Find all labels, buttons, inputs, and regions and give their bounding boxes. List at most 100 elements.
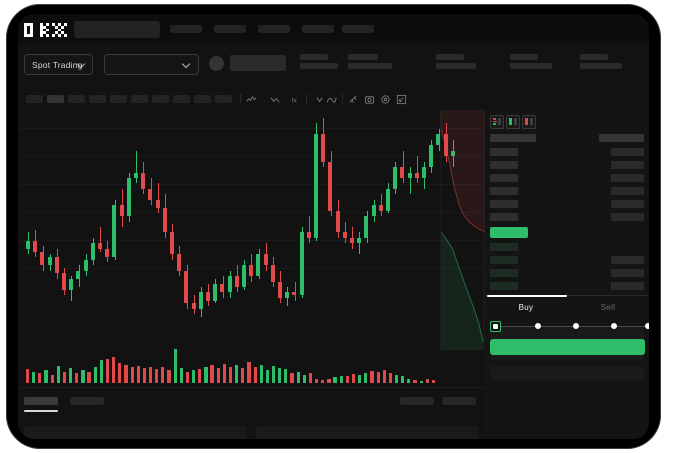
timeframe-1[interactable] [26,95,43,103]
nav-item-2[interactable] [214,25,246,33]
bottom-panel-right[interactable] [256,426,478,439]
timeframe-3[interactable] [68,95,85,103]
volume-bar [38,373,42,383]
candlestick [342,110,350,325]
candlestick [234,110,242,325]
trendline-icon[interactable] [326,94,337,105]
candle-body [422,167,427,178]
chart-toolbar: fx [18,88,649,111]
orderbook-bid-price[interactable] [490,243,518,251]
tab-order-history[interactable] [70,397,104,405]
okx-logo[interactable] [24,23,68,37]
timeframe-4[interactable] [89,95,106,103]
candlestick [436,110,443,325]
orderbook-ask-amount[interactable] [611,200,644,208]
step-4[interactable] [611,323,617,329]
volume-bar [358,374,362,383]
volume-bar [253,366,257,383]
timeframe-8[interactable] [173,95,190,103]
candle-wick [409,167,411,195]
volume-bar [69,368,73,383]
orderbook-ask-price[interactable] [490,174,518,182]
timeframe-2[interactable] [47,95,64,103]
orderbook-bid-amount[interactable] [611,256,644,264]
toolbar-divider [306,94,307,105]
candlestick-chart[interactable] [18,110,486,387]
step-5[interactable] [645,323,649,329]
volume-bar [26,368,30,383]
volume-bar [284,368,288,383]
orderbook-ask-price[interactable] [490,213,518,221]
chevron-down-icon[interactable] [314,94,325,105]
orderbook-ask-price[interactable] [490,148,518,156]
tab-sell[interactable]: Sell [600,303,616,312]
fullscreen-icon[interactable] [396,94,407,105]
nav-item-3[interactable] [258,25,290,33]
nav-item-1[interactable] [170,25,202,33]
line-chart-icon[interactable] [270,94,281,105]
depth-asks-icon[interactable] [522,115,536,129]
orderbook-bid-amount[interactable] [611,269,644,277]
nav-item-4[interactable] [302,25,334,33]
chart-gridline [18,184,485,185]
camera-icon[interactable] [364,94,375,105]
trading-pair-selector[interactable] [104,54,199,75]
timeframe-9[interactable] [194,95,211,103]
buy-tab-active-indicator [487,295,567,297]
orderbook-bid-price[interactable] [490,269,518,277]
timeframe-10[interactable] [215,95,232,103]
timeframe-7[interactable] [152,95,169,103]
candle-body [184,270,189,304]
candle-body [33,240,38,252]
orderbook-ask-amount[interactable] [611,187,644,195]
candlestick [386,110,393,325]
orderbook-ask-amount[interactable] [611,161,644,169]
nav-item-5[interactable] [342,25,374,33]
timeframe-5[interactable] [110,95,127,103]
settings-icon[interactable] [380,94,391,105]
candlestick [292,110,299,325]
orderbook-ask-amount[interactable] [611,148,644,156]
bottom-panel-left[interactable] [24,426,246,439]
candle-body [170,232,175,255]
candlestick [314,110,321,325]
step-2[interactable] [535,323,541,329]
step-1[interactable] [490,321,501,332]
tab-open-orders[interactable] [24,397,58,405]
orderbook-ask-price[interactable] [490,200,518,208]
candle-body [407,172,412,178]
market-mode-selector[interactable]: Spot Trading [24,54,93,75]
orderbook-ask-price[interactable] [490,187,518,195]
volume-bar [364,372,368,383]
ruler-icon[interactable] [348,94,359,105]
step-3[interactable] [573,323,579,329]
orderbook-ask-amount[interactable] [611,174,644,182]
bottom-action-2[interactable] [442,397,476,405]
stat-24h-volume-value [510,63,552,69]
candle-body [105,248,110,258]
candlestick-chart-icon[interactable] [246,94,257,105]
orderbook-ask-amount[interactable] [611,213,644,221]
orderbook-bid-amount[interactable] [611,282,644,290]
candle-body [242,265,247,287]
orderbook-bid-price[interactable] [490,282,518,290]
order-price-field[interactable] [490,326,644,340]
indicators-icon[interactable]: fx [290,94,301,105]
volume-bar [419,380,423,383]
volume-bar [173,349,177,383]
global-search-input[interactable] [74,21,160,38]
tab-buy[interactable]: Buy [518,303,534,312]
timeframe-6[interactable] [131,95,148,103]
depth-both-icon[interactable] [490,115,504,129]
order-total-field[interactable] [490,366,644,380]
candle-body [378,205,383,211]
submit-order-button[interactable] [490,339,645,355]
candle-body [263,254,268,266]
orderbook-ask-price[interactable] [490,161,518,169]
candlestick [62,110,69,325]
orderbook-bid-price[interactable] [490,256,518,264]
depth-bids-icon[interactable] [506,115,520,129]
volume-bar [302,374,306,383]
bottom-action-1[interactable] [400,397,434,405]
